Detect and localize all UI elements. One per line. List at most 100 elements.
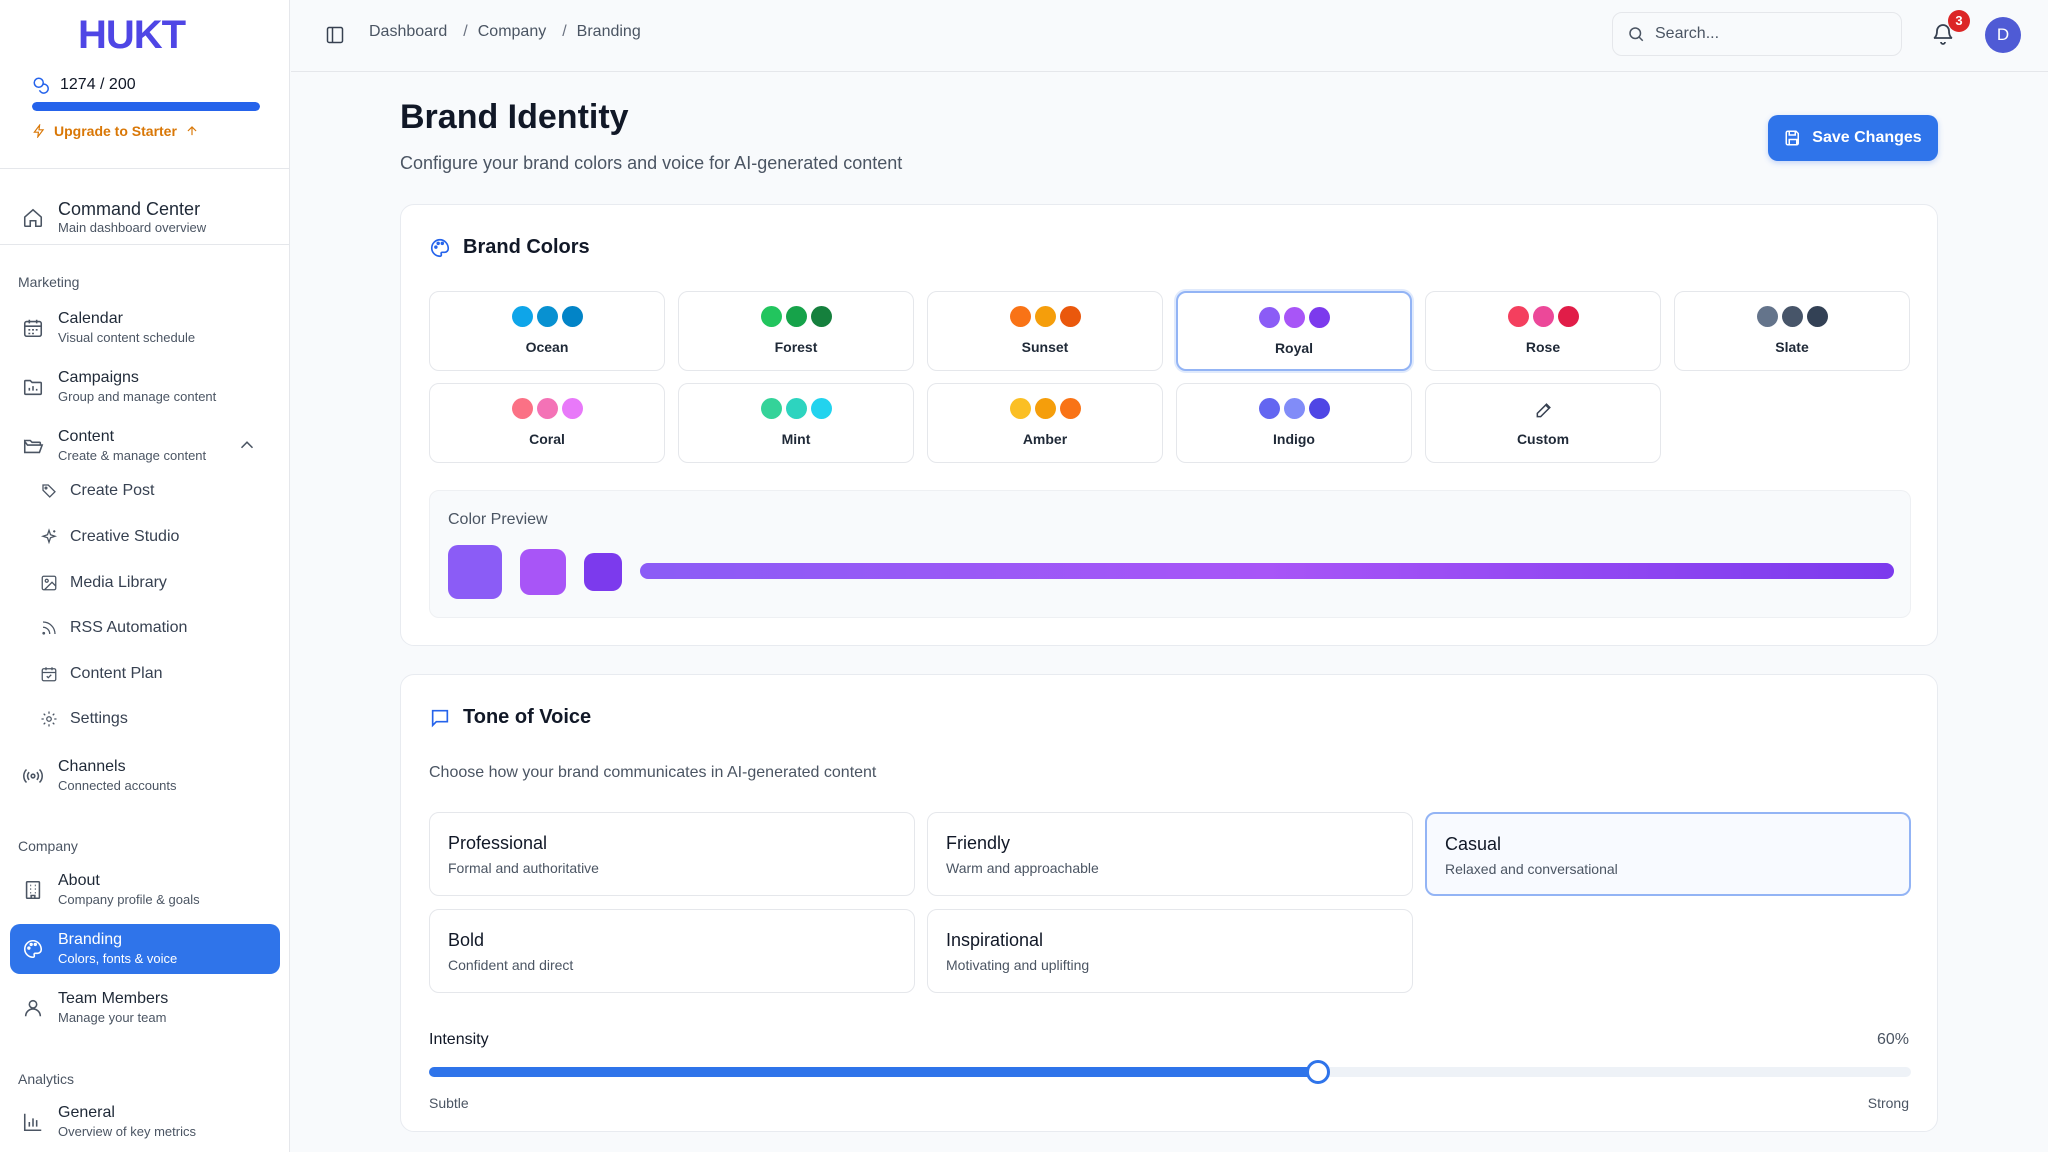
sidebar-subitem-create-post[interactable]: Create Post: [40, 482, 154, 500]
sidebar: HUKT 1274 / 200 Upgrade to Starter Comma…: [0, 0, 290, 1152]
calendar-icon: [23, 319, 43, 338]
palette-dots: [1177, 398, 1411, 419]
nav-title: Command Center: [58, 199, 201, 219]
palette-amber[interactable]: Amber: [927, 383, 1163, 463]
sidebar-subitem-creative-studio[interactable]: Creative Studio: [40, 528, 179, 546]
upgrade-link[interactable]: Upgrade to Starter: [32, 123, 260, 139]
palette-slate[interactable]: Slate: [1674, 291, 1910, 371]
color-dot: [1009, 398, 1031, 419]
nav-sub: Group and manage content: [58, 389, 217, 404]
palette-label: Sunset: [1021, 339, 1069, 355]
palette-dots: [679, 398, 913, 419]
sidebar-subitem-rss-automation[interactable]: RSS Automation: [40, 619, 187, 637]
subitem-label: Create Post: [70, 482, 155, 499]
palette-forest[interactable]: Forest: [678, 291, 914, 371]
building-icon: [25, 880, 41, 900]
sidebar-item-command-center[interactable]: Command Center Main dashboard overview: [10, 190, 280, 246]
color-dot: [536, 306, 558, 327]
breadcrumb-separator: /: [463, 23, 468, 40]
save-icon: [1785, 130, 1800, 146]
save-changes-button[interactable]: Save Changes: [1768, 115, 1938, 161]
brand-colors-card: Brand Colors Ocean Forest Sunset Royal Rose S…: [400, 204, 1938, 646]
bell-icon[interactable]: [1931, 22, 1955, 46]
sidebar-item-branding[interactable]: Branding Colors, fonts & voice: [10, 924, 280, 974]
palette-rose[interactable]: Rose: [1425, 291, 1661, 371]
chevron-up-icon[interactable]: [236, 434, 258, 456]
sidebar-item-campaigns[interactable]: Campaigns Group and manage content: [10, 363, 280, 411]
palette-mint[interactable]: Mint: [678, 383, 914, 463]
palette-sunset[interactable]: Sunset: [927, 291, 1163, 371]
tone-option-professional[interactable]: Professional Formal and authoritative: [429, 812, 915, 896]
brand-colors-heading: Brand Colors: [429, 236, 590, 259]
intensity-slider-track[interactable]: [429, 1067, 1911, 1077]
sidebar-item-about[interactable]: About Company profile & goals: [10, 866, 280, 914]
page-subtitle: Configure your brand colors and voice fo…: [400, 153, 903, 173]
color-dot: [511, 306, 533, 327]
color-dot: [561, 398, 583, 419]
sidebar-item-channels[interactable]: Channels Connected accounts: [10, 752, 280, 800]
tone-option-casual[interactable]: Casual Relaxed and conversational: [1425, 812, 1911, 896]
sidebar-toggle-icon[interactable]: [325, 25, 345, 45]
palette-label: Indigo: [1273, 431, 1315, 447]
breadcrumb-separator: /: [562, 23, 567, 40]
palette-coral[interactable]: Coral: [429, 383, 665, 463]
breadcrumb-branding: Branding: [576, 23, 641, 40]
sidebar-item-content[interactable]: Content Create & manage content: [10, 422, 280, 470]
color-dot: [1283, 398, 1305, 419]
color-dot: [561, 306, 583, 327]
subitem-label: Content Plan: [70, 665, 163, 682]
sidebar-item-general[interactable]: General Overview of key metrics: [10, 1098, 280, 1146]
credits-progress: [32, 102, 260, 111]
intensity-label: Intensity: [429, 1031, 489, 1048]
sidebar-subitem-media-library[interactable]: Media Library: [40, 574, 167, 592]
palette-royal[interactable]: Royal: [1176, 291, 1412, 371]
preview-gradient-bar: [640, 563, 1894, 579]
folder-chart-icon: [23, 379, 43, 396]
nav-title: Content: [58, 428, 115, 445]
logo-text: HUKT: [78, 14, 186, 54]
palette-indigo[interactable]: Indigo: [1176, 383, 1412, 463]
preview-primary-swatch: [448, 545, 502, 599]
search-box[interactable]: [1612, 12, 1902, 56]
tone-option-sub: Confident and direct: [448, 957, 574, 973]
palette-dots: [430, 306, 664, 327]
sparkles-icon: [40, 528, 58, 545]
tone-option-title: Friendly: [946, 833, 1011, 853]
search-input[interactable]: [1655, 25, 1885, 43]
section-label-analytics: Analytics: [18, 1071, 75, 1087]
palette-ocean[interactable]: Ocean: [429, 291, 665, 371]
tone-option-friendly[interactable]: Friendly Warm and approachable: [927, 812, 1413, 896]
sidebar-subitem-content-plan[interactable]: Content Plan: [40, 665, 163, 683]
breadcrumb-dashboard[interactable]: Dashboard: [369, 23, 448, 40]
color-dot: [785, 398, 807, 419]
tone-option-bold[interactable]: Bold Confident and direct: [429, 909, 915, 993]
sidebar-item-team-members[interactable]: Team Members Manage your team: [10, 984, 280, 1032]
palette-label: Amber: [1022, 431, 1068, 447]
color-dot: [1756, 306, 1778, 327]
palette-custom[interactable]: Custom: [1425, 383, 1661, 463]
tone-option-title: Casual: [1445, 834, 1502, 854]
breadcrumb-company[interactable]: Company: [477, 23, 547, 40]
tone-option-sub: Warm and approachable: [946, 860, 1099, 876]
avatar[interactable]: D: [1985, 17, 2021, 53]
image-icon: [41, 575, 57, 591]
color-dot: [1034, 398, 1056, 419]
intensity-slider-fill: [429, 1067, 1319, 1077]
intensity-value: 60%: [1876, 1031, 1909, 1048]
sidebar-divider: [0, 244, 290, 245]
intensity-min-label: Subtle: [429, 1095, 469, 1111]
tone-option-title: Bold: [448, 930, 485, 950]
logo[interactable]: HUKT: [78, 13, 214, 59]
intensity-slider-thumb[interactable]: [1306, 1060, 1331, 1084]
tone-option-inspirational[interactable]: Inspirational Motivating and uplifting: [927, 909, 1413, 993]
tone-option-sub: Relaxed and conversational: [1445, 861, 1618, 877]
palette-dots: [430, 398, 664, 419]
subitem-label: Creative Studio: [70, 528, 180, 545]
nav-title: Branding: [58, 931, 123, 948]
sidebar-subitem-settings[interactable]: Settings: [40, 710, 128, 728]
subitem-label: Settings: [70, 710, 128, 727]
color-dot: [810, 398, 832, 419]
calendar-check-icon: [41, 667, 57, 682]
color-dot: [785, 306, 807, 327]
sidebar-item-calendar[interactable]: Calendar Visual content schedule: [10, 304, 280, 352]
